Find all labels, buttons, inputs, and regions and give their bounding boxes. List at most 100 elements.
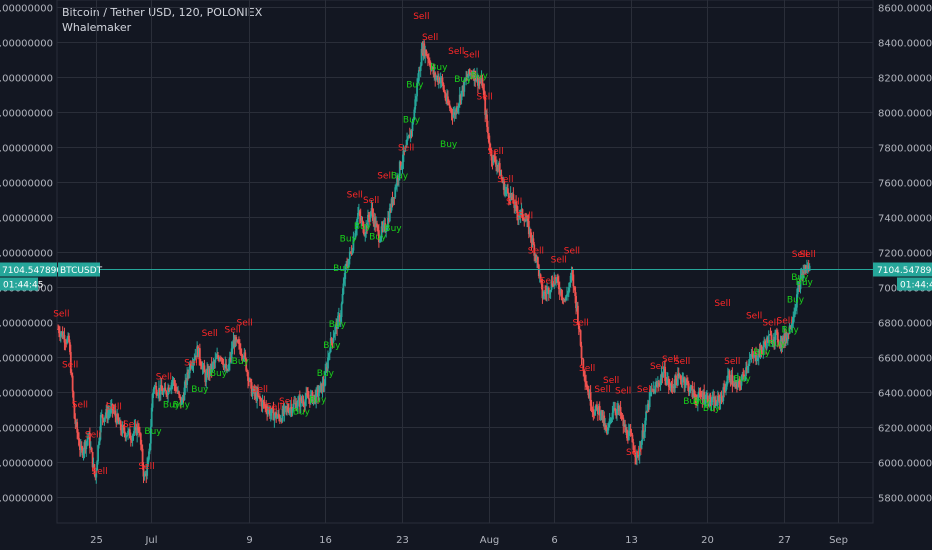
candle-body <box>334 326 337 335</box>
candle-body <box>428 60 431 66</box>
candle-body <box>446 96 448 102</box>
candle-body <box>590 405 593 410</box>
candle-body <box>667 378 670 387</box>
candle-body <box>220 357 223 359</box>
candle-body <box>478 81 481 83</box>
candle-body <box>367 214 370 218</box>
candle-body <box>496 165 498 167</box>
candle-body <box>635 456 637 459</box>
buy-label: Buy <box>173 401 191 411</box>
candle-body <box>128 429 130 431</box>
candle-body <box>271 408 274 410</box>
sell-label: Sell <box>202 329 218 339</box>
candle-body <box>327 357 329 369</box>
candle-body <box>560 289 563 297</box>
sell-label: Sell <box>615 387 631 397</box>
candle-body <box>72 391 75 404</box>
symbol-tag-text: BTCUSDT <box>60 266 103 276</box>
candle-body <box>383 223 386 225</box>
candle-body <box>610 418 613 420</box>
candle-body <box>196 346 199 358</box>
candle-body <box>247 371 249 381</box>
sell-label: Sell <box>662 355 678 365</box>
candle-body <box>488 142 491 150</box>
candle-body <box>775 331 777 333</box>
buy-label: Buy <box>768 339 786 349</box>
candle-body <box>433 72 436 75</box>
candle-body <box>178 394 181 397</box>
candle-body <box>148 443 151 452</box>
candle-body <box>694 395 697 398</box>
candle-body <box>510 193 513 198</box>
x-tick-label: 6 <box>551 535 557 546</box>
buy-label: Buy <box>144 427 162 437</box>
sell-label: Sell <box>626 448 642 458</box>
candle-body <box>351 250 354 254</box>
candle-body <box>581 358 584 360</box>
candle-body <box>282 408 285 414</box>
buy-label: Buy <box>791 273 809 283</box>
candle-body <box>703 391 706 403</box>
candle-body <box>800 273 803 276</box>
candle-body <box>807 265 810 271</box>
candle-body <box>491 160 494 163</box>
candle-body <box>546 289 548 294</box>
candle-body <box>619 407 622 415</box>
candle-body <box>347 266 349 268</box>
candle-body <box>535 254 537 262</box>
candle-body <box>87 437 89 440</box>
candle-body <box>772 339 775 343</box>
candle-body <box>437 76 439 83</box>
candle-body <box>159 385 162 395</box>
candle-body <box>552 285 555 287</box>
candle-body <box>126 435 129 437</box>
candle-body <box>124 432 127 438</box>
candle-body <box>171 380 174 383</box>
candle-body <box>268 409 270 411</box>
candle-body <box>620 414 623 417</box>
candle-body <box>735 383 737 385</box>
candle-body <box>430 67 433 70</box>
sell-label: Sell <box>777 317 793 327</box>
candle-body <box>298 397 300 401</box>
candle-body <box>279 419 282 421</box>
candle-body <box>422 43 425 54</box>
candle-body <box>728 370 731 381</box>
candle-body <box>676 373 679 386</box>
candle-body <box>115 416 118 424</box>
candle-body <box>258 395 261 400</box>
x-tick-label: Aug <box>480 535 500 546</box>
candle-body <box>456 107 458 112</box>
candle-body <box>371 207 374 215</box>
candle-body <box>464 79 467 81</box>
candle-body <box>385 230 388 232</box>
candle-body <box>119 421 122 431</box>
candle-body <box>486 114 488 127</box>
candle-body <box>512 194 515 204</box>
candle-body <box>414 99 417 110</box>
candle-body <box>212 362 215 364</box>
candle-body <box>644 420 647 432</box>
candle-body <box>801 273 804 279</box>
candle-body <box>187 372 189 375</box>
candle-body <box>701 396 704 401</box>
sell-label: Sell <box>714 299 730 309</box>
y-tick-label-left: 6400.00000000 <box>0 389 53 400</box>
candle-body <box>452 114 455 118</box>
candle-body <box>364 233 367 236</box>
sell-label: Sell <box>106 402 122 412</box>
candle-body <box>258 395 260 397</box>
buy-label: Buy <box>693 397 711 407</box>
candle-body <box>570 272 573 276</box>
candle-body <box>300 397 303 402</box>
sell-label: Sell <box>85 430 101 440</box>
candle-body <box>419 65 422 71</box>
candle-body <box>61 331 64 338</box>
sell-label: Sell <box>594 385 610 395</box>
candle-body <box>732 385 735 387</box>
candle-body <box>200 365 203 370</box>
candle-body <box>575 296 577 309</box>
sell-label: Sell <box>724 357 740 367</box>
candle-body <box>536 257 539 265</box>
